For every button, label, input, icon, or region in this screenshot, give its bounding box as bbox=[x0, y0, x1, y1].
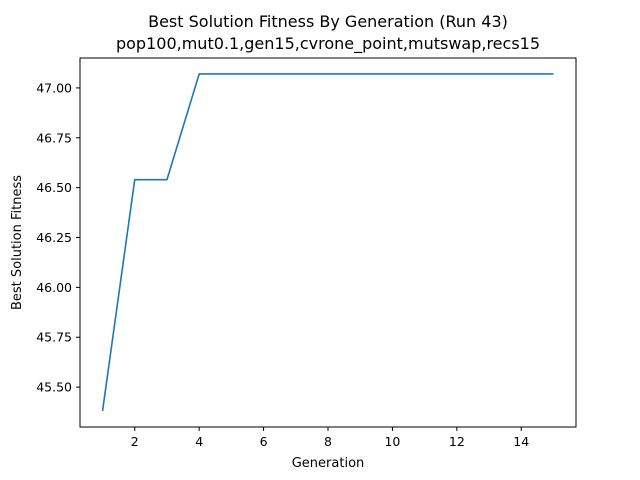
chart-subtitle: pop100,mut0.1,gen15,cvrone_point,mutswap… bbox=[116, 34, 540, 54]
y-tick-label: 46.25 bbox=[36, 230, 72, 245]
data-point bbox=[327, 73, 329, 75]
x-tick-label: 4 bbox=[195, 434, 203, 449]
x-tick-label: 2 bbox=[131, 434, 139, 449]
x-tick-label: 14 bbox=[513, 434, 529, 449]
y-tick-label: 45.50 bbox=[36, 380, 72, 395]
data-point bbox=[134, 178, 136, 180]
data-point bbox=[262, 73, 264, 75]
plot-area: 2 4 6 8 10 12 14 45.50 45.75 46.00 46.25 46.50 46.75… bbox=[36, 73, 554, 449]
x-axis-label: Generation bbox=[292, 456, 365, 471]
data-point bbox=[423, 73, 425, 75]
chart-title: Best Solution Fitness By Generation (Run… bbox=[148, 12, 508, 31]
data-point bbox=[391, 73, 393, 75]
y-tick-label: 47.00 bbox=[36, 80, 72, 95]
data-point bbox=[101, 410, 103, 412]
data-point bbox=[198, 73, 200, 75]
y-tick-label: 46.50 bbox=[36, 180, 72, 195]
data-point bbox=[166, 178, 168, 180]
data-point bbox=[359, 73, 361, 75]
data-point bbox=[456, 73, 458, 75]
y-axis-label: Best Solution Fitness bbox=[10, 175, 25, 310]
x-tick-label: 8 bbox=[324, 434, 332, 449]
series-line bbox=[101, 73, 554, 412]
data-point bbox=[520, 73, 522, 75]
x-tick-label: 12 bbox=[449, 434, 465, 449]
data-point bbox=[230, 73, 232, 75]
y-tick-label: 46.75 bbox=[36, 130, 72, 145]
data-point bbox=[295, 73, 297, 75]
x-tick-label: 10 bbox=[384, 434, 400, 449]
plot-frame bbox=[79, 57, 577, 428]
y-tick-label: 45.75 bbox=[36, 330, 72, 345]
data-point bbox=[552, 73, 554, 75]
x-tick-label: 6 bbox=[260, 434, 268, 449]
y-tick-label: 46.00 bbox=[36, 280, 72, 295]
data-point bbox=[488, 73, 490, 75]
